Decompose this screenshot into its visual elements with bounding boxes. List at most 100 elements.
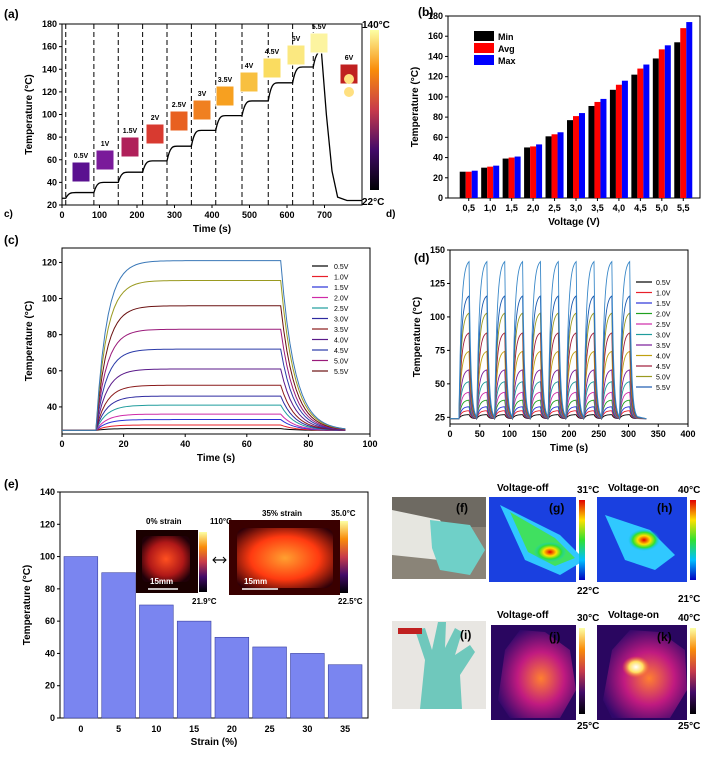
b-bar-avg bbox=[573, 116, 579, 198]
b-bar-min bbox=[502, 158, 509, 198]
c-y-tick-label: 120 bbox=[42, 257, 57, 267]
panel-e-label: (e) bbox=[4, 477, 19, 491]
c-series-line bbox=[62, 419, 346, 431]
b-x-tick-label: 4,0 bbox=[613, 203, 626, 213]
inset-e-left-max: 110°C bbox=[210, 517, 232, 526]
panel-g-label: (g) bbox=[549, 501, 564, 515]
a-y-tick-label: 140 bbox=[42, 64, 57, 74]
c-series-line bbox=[62, 413, 346, 431]
a-colorbar-max: 140°C bbox=[362, 20, 390, 31]
a-y-tick-label: 20 bbox=[47, 200, 57, 210]
thermal-h-title: Voltage-on bbox=[608, 483, 659, 494]
b-bar-min bbox=[481, 167, 488, 198]
thermal-g-min: 22°C bbox=[577, 586, 599, 597]
c-series-line bbox=[62, 395, 346, 431]
thermal-h: (h) Voltage-on 40°C 21°C bbox=[597, 483, 700, 605]
d-legend-label: 1.5V bbox=[656, 301, 671, 308]
b-legend-swatch bbox=[474, 43, 494, 53]
b-bar-min bbox=[459, 171, 466, 198]
panel-b-label: (b) bbox=[418, 5, 433, 19]
b-legend-swatch bbox=[474, 55, 494, 65]
panel-d-label: (d) bbox=[414, 251, 429, 265]
b-bar-max bbox=[643, 64, 650, 199]
a-y-tick-label: 60 bbox=[47, 155, 57, 165]
a-colorbar-min: 22°C bbox=[362, 197, 384, 208]
panel-b-chart: 0 20 40 60 80 100 120 140 160 180 Voltage (V) Tempe… bbox=[410, 5, 701, 228]
b-y-tick-label: 100 bbox=[428, 92, 443, 102]
c-legend-label: 2.0V bbox=[334, 296, 349, 303]
a-colorbar bbox=[370, 30, 379, 190]
a-x-tick-label: 600 bbox=[279, 210, 294, 220]
b-bar-avg bbox=[658, 49, 665, 198]
b-x-tick-label: 1,0 bbox=[484, 203, 497, 213]
e-y-tick-label: 40 bbox=[45, 648, 55, 658]
e-x-tick-label: 10 bbox=[151, 724, 161, 734]
b-bar-avg bbox=[551, 134, 558, 198]
d-y-axis-label: Temperature (°C) bbox=[412, 297, 423, 378]
d-x-tick-label: 50 bbox=[475, 429, 485, 439]
a-thermal-swatch bbox=[95, 149, 115, 171]
a-corner-left: c) bbox=[4, 209, 13, 220]
panel-d-chart: 25 50 75 100 125 150 0 50 100 150 200 250 300 350 400 T… bbox=[412, 245, 696, 454]
e-y-tick-label: 80 bbox=[45, 584, 55, 594]
b-y-tick-label: 0 bbox=[438, 193, 443, 203]
b-bar-avg bbox=[680, 28, 687, 199]
b-bar-avg bbox=[594, 101, 601, 198]
a-step-label: 1V bbox=[101, 141, 110, 148]
d-x-tick-label: 400 bbox=[680, 429, 695, 439]
a-x-tick-label: 300 bbox=[167, 210, 182, 220]
c-x-tick-label: 80 bbox=[303, 439, 313, 449]
b-y-tick-label: 120 bbox=[428, 72, 443, 82]
e-x-tick-label: 0 bbox=[78, 724, 83, 734]
d-legend-label: 1.0V bbox=[656, 291, 671, 298]
b-bar-max bbox=[514, 156, 521, 198]
a-step-label: 1.5V bbox=[123, 128, 138, 135]
thermal-g-title: Voltage-off bbox=[497, 483, 549, 494]
e-y-axis-label: Temperature (°C) bbox=[22, 565, 33, 646]
b-y-tick-label: 180 bbox=[428, 11, 443, 21]
e-y-tick-label: 100 bbox=[40, 552, 55, 562]
inset-e-right-title: 35% strain bbox=[262, 509, 302, 518]
inset-e-left-min: 21.9°C bbox=[192, 597, 217, 606]
inset-e-right: 35% strain 35.0°C 22.5°C 15mm bbox=[229, 509, 363, 606]
a-x-tick-label: 200 bbox=[129, 210, 144, 220]
b-x-axis-label: Voltage (V) bbox=[548, 217, 599, 228]
a-thermal-swatch bbox=[262, 57, 282, 79]
inset-e-left: 0% strain 110°C 21.9°C 15mm bbox=[136, 517, 232, 606]
thermal-k: (k) Voltage-on 40°C 25°C bbox=[597, 610, 700, 732]
b-bar-avg bbox=[508, 157, 515, 198]
b-x-tick-label: 5,0 bbox=[656, 203, 669, 213]
panel-h-label: (h) bbox=[657, 501, 672, 515]
e-bar bbox=[327, 664, 363, 719]
c-x-tick-label: 0 bbox=[59, 439, 64, 449]
a-y-tick-label: 40 bbox=[47, 177, 57, 187]
d-x-tick-label: 150 bbox=[532, 429, 547, 439]
d-y-tick-label: 150 bbox=[430, 245, 445, 255]
thermal-j-min: 25°C bbox=[577, 721, 599, 732]
b-bar-min bbox=[652, 58, 659, 198]
a-step-label: 2.5V bbox=[172, 102, 187, 109]
a-corner-right: d) bbox=[386, 209, 395, 220]
b-bar-min bbox=[631, 74, 638, 198]
inset-e-right-min: 22.5°C bbox=[338, 597, 363, 606]
c-series-line bbox=[62, 368, 346, 431]
d-y-tick-label: 50 bbox=[435, 379, 445, 389]
a-step-label: 3V bbox=[198, 91, 207, 98]
c-x-tick-label: 20 bbox=[119, 439, 129, 449]
thermal-g: (g) Voltage-off 31°C 22°C bbox=[489, 483, 599, 597]
inset-e-left-scale: 15mm bbox=[150, 577, 173, 586]
thermal-k-min: 25°C bbox=[678, 721, 700, 732]
a-thermal-swatch bbox=[239, 71, 259, 93]
c-legend-label: 3.5V bbox=[334, 327, 349, 334]
d-series-line bbox=[450, 260, 647, 420]
b-x-tick-label: 3,5 bbox=[591, 203, 604, 213]
c-series-line bbox=[62, 328, 346, 431]
a-y-axis-label: Temperature (°C) bbox=[24, 74, 35, 155]
b-bar-max bbox=[621, 80, 628, 198]
a-x-tick-label: 700 bbox=[317, 210, 332, 220]
c-series-line bbox=[62, 428, 346, 431]
d-legend-label: 5.5V bbox=[656, 385, 671, 392]
d-y-tick-label: 125 bbox=[430, 278, 445, 288]
b-bar-avg bbox=[487, 166, 494, 198]
